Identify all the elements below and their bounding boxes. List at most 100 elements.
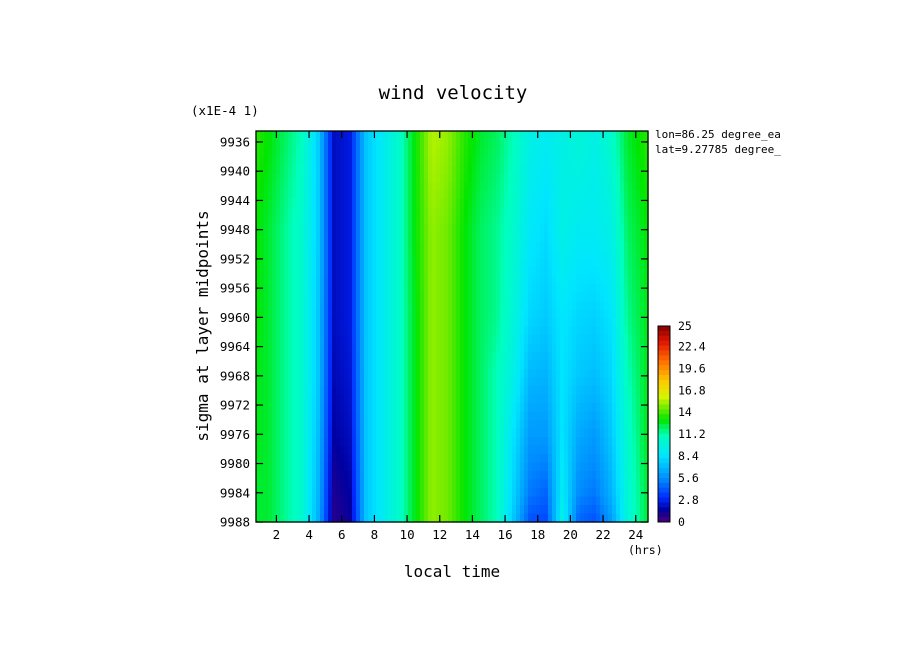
heatmap-cell (372, 216, 377, 226)
heatmap-cell (592, 377, 597, 387)
heatmap-cell (344, 394, 349, 404)
heatmap-cell (440, 301, 445, 311)
heatmap-cell (368, 241, 373, 251)
heatmap-cell (412, 411, 417, 421)
heatmap-cell (316, 233, 321, 243)
heatmap-cell (624, 386, 629, 396)
heatmap-cell (440, 496, 445, 506)
heatmap-cell (396, 479, 401, 489)
heatmap-cell (380, 360, 385, 370)
heatmap-cell (500, 301, 505, 311)
heatmap-cell (360, 428, 365, 438)
heatmap-cell (324, 462, 329, 472)
colorbar-segment (658, 468, 670, 474)
heatmap-cell (396, 513, 401, 523)
heatmap-cell (428, 369, 433, 379)
heatmap-cell (604, 182, 609, 192)
heatmap-cell (616, 505, 621, 515)
heatmap-cell (600, 250, 605, 260)
heatmap-cell (308, 360, 313, 370)
heatmap-cell (532, 505, 537, 515)
heatmap-cell (636, 267, 641, 277)
heatmap-cell (364, 369, 369, 379)
heatmap-cell (392, 292, 397, 302)
heatmap-cell (620, 301, 625, 311)
heatmap-cell (504, 199, 509, 209)
heatmap-cell (308, 428, 313, 438)
heatmap-cell (632, 420, 637, 430)
heatmap-cell (604, 488, 609, 498)
heatmap-cell (592, 258, 597, 268)
heatmap-cell (484, 182, 489, 192)
heatmap-cell (412, 309, 417, 319)
heatmap-cell (260, 479, 265, 489)
heatmap-cell (548, 377, 553, 387)
heatmap-cell (560, 326, 565, 336)
heatmap-cell (412, 352, 417, 362)
heatmap-cell (516, 411, 521, 421)
heatmap-cell (296, 250, 301, 260)
heatmap-cell (360, 148, 365, 158)
heatmap-cell (436, 275, 441, 285)
heatmap-cell (480, 394, 485, 404)
heatmap-cell (464, 437, 469, 447)
heatmap-cell (448, 309, 453, 319)
heatmap-cell (556, 224, 561, 234)
heatmap-cell (564, 352, 569, 362)
heatmap-cell (392, 156, 397, 166)
heatmap-cell (312, 207, 317, 217)
colorbar-tick-label: 11.2 (678, 427, 706, 441)
heatmap-cell (564, 479, 569, 489)
heatmap-cell (484, 224, 489, 234)
heatmap-cell (588, 411, 593, 421)
heatmap-cell (324, 224, 329, 234)
heatmap-cell (424, 292, 429, 302)
heatmap-cell (428, 505, 433, 515)
heatmap-cell (304, 352, 309, 362)
heatmap-cell (440, 224, 445, 234)
heatmap-cell (388, 377, 393, 387)
heatmap-cell (388, 216, 393, 226)
heatmap-cell (400, 377, 405, 387)
heatmap-cell (620, 258, 625, 268)
heatmap-cell (560, 156, 565, 166)
heatmap-cell (640, 301, 645, 311)
heatmap-cell (544, 513, 549, 523)
heatmap-cell (548, 292, 553, 302)
heatmap-cell (600, 318, 605, 328)
heatmap-cell (424, 190, 429, 200)
heatmap-cell (408, 182, 413, 192)
heatmap-cell (524, 411, 529, 421)
heatmap-cell (416, 386, 421, 396)
heatmap-cell (360, 369, 365, 379)
heatmap-cell (384, 275, 389, 285)
heatmap-cell (632, 156, 637, 166)
heatmap-cell (576, 284, 581, 294)
heatmap-cell (476, 165, 481, 175)
heatmap-cell (324, 241, 329, 251)
heatmap-cell (276, 241, 281, 251)
heatmap-cell (324, 258, 329, 268)
heatmap-cell (584, 207, 589, 217)
heatmap-cell (564, 224, 569, 234)
heatmap-cell (356, 165, 361, 175)
heatmap-cell (640, 156, 645, 166)
heatmap-cell (272, 462, 277, 472)
heatmap-cell (508, 377, 513, 387)
heatmap-cell (632, 326, 637, 336)
heatmap-cell (452, 403, 457, 413)
heatmap-cell (556, 173, 561, 183)
heatmap-cell (472, 437, 477, 447)
heatmap-cell (532, 250, 537, 260)
heatmap-cell (344, 505, 349, 515)
heatmap-cell (304, 420, 309, 430)
heatmap-cell (332, 394, 337, 404)
heatmap-cell (404, 224, 409, 234)
heatmap-cell (300, 428, 305, 438)
heatmap-cell (584, 199, 589, 209)
heatmap-cell (336, 309, 341, 319)
heatmap-cell (292, 369, 297, 379)
heatmap-cell (432, 139, 437, 149)
heatmap-cell (308, 343, 313, 353)
heatmap-cell (368, 148, 373, 158)
